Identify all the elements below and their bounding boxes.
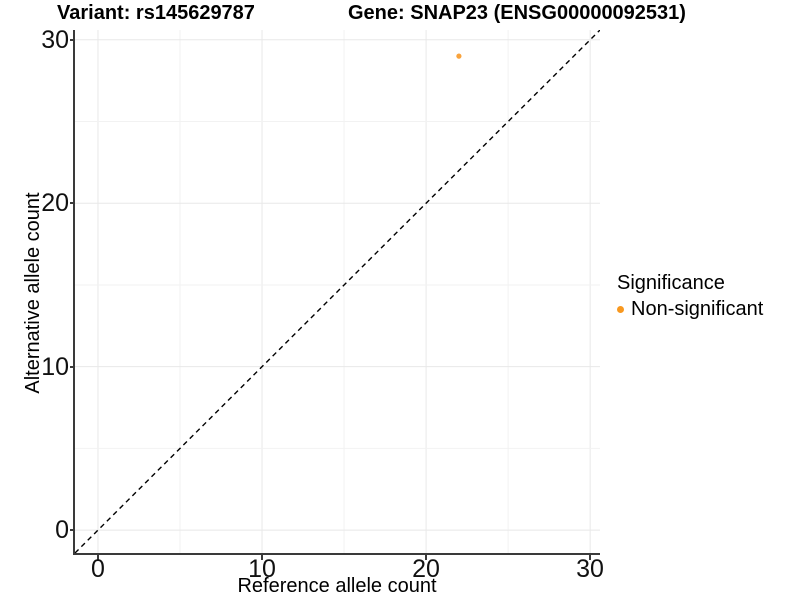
legend-title: Significance (617, 272, 725, 294)
legend-point-icon (617, 305, 624, 313)
y-tick-mark-0 (70, 529, 75, 531)
plot-panel (73, 30, 600, 555)
legend-item-label: Non-significant (631, 298, 764, 320)
legend: Significance Non-significant (617, 271, 763, 321)
y-tick-mark-20 (70, 202, 75, 204)
y-tick-label-30: 30 (41, 26, 69, 54)
legend-item-non-significant: Non-significant (617, 297, 763, 321)
y-tick-label-20: 20 (41, 189, 69, 217)
x-tick-mark-10 (261, 555, 263, 560)
y-tick-mark-30 (70, 39, 75, 41)
y-tick-label-0: 0 (55, 516, 69, 544)
y-tick-label-10: 10 (41, 353, 69, 381)
gene-title: Gene: SNAP23 (ENSG00000092531) (348, 2, 686, 24)
x-tick-mark-20 (425, 555, 427, 560)
variant-title: Variant: rs145629787 (57, 2, 255, 24)
plot-area-svg (75, 30, 600, 553)
x-tick-mark-30 (589, 555, 591, 560)
x-axis-title: Reference allele count (237, 575, 437, 597)
y-tick-mark-10 (70, 366, 75, 368)
x-tick-label-10: 10 (248, 555, 276, 583)
y-axis-title: Alternative allele count (22, 192, 44, 394)
x-tick-label-0: 0 (91, 555, 105, 583)
x-tick-label-30: 30 (576, 555, 604, 583)
x-tick-label-20: 20 (412, 555, 440, 583)
x-tick-mark-0 (97, 555, 99, 560)
